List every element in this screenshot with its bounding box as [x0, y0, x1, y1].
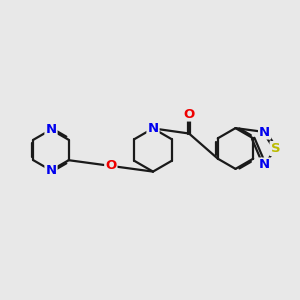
Text: N: N	[259, 125, 270, 139]
Text: N: N	[45, 164, 57, 177]
Text: N: N	[45, 123, 57, 136]
Text: N: N	[147, 122, 159, 135]
Text: O: O	[105, 159, 116, 172]
Text: S: S	[271, 142, 280, 155]
Text: O: O	[183, 107, 195, 121]
Text: N: N	[259, 158, 270, 172]
